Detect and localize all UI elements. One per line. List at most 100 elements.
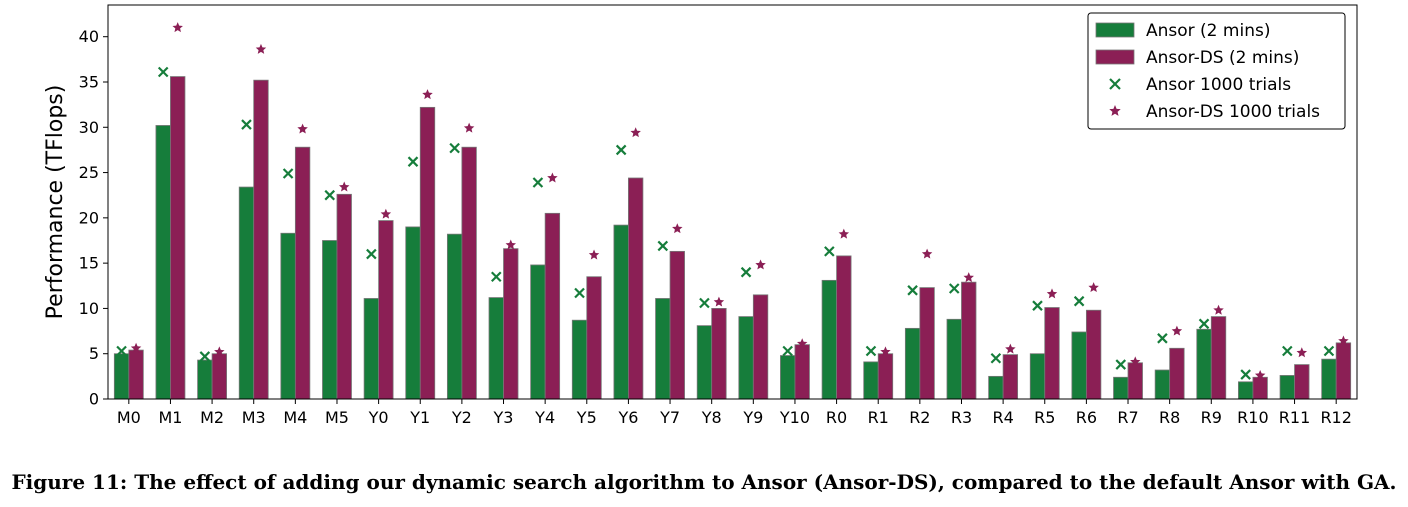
legend-box — [1087, 12, 1346, 130]
ansor-ds-1000-marker-y4 — [547, 172, 558, 183]
x-tick-label-m4: M4 — [283, 408, 307, 427]
ansor-bar-y4 — [530, 264, 546, 400]
ansor-ds-bar-y0 — [378, 220, 394, 400]
ansor-ds-bar-y6 — [628, 177, 644, 400]
x-tick-label-r4: R4 — [992, 408, 1013, 427]
ansor-ds-1000-marker-m2 — [214, 346, 225, 357]
ansor-bar-r7 — [1113, 376, 1129, 400]
x-tick-label-r3: R3 — [951, 408, 972, 427]
x-tick-label-y0: Y0 — [368, 408, 389, 427]
x-tick-label-r0: R0 — [826, 408, 847, 427]
ansor-ds-1000-marker-r11 — [1296, 347, 1308, 358]
ansor-bar-y3 — [488, 297, 504, 400]
ansor-bar-m0 — [113, 353, 130, 400]
ansor-ds-bar-m5 — [336, 193, 352, 400]
ansor-ds-bar-y5 — [586, 276, 602, 400]
ansor-bar-r1 — [863, 361, 879, 400]
x-tick-label-m5: M5 — [325, 408, 349, 427]
legend-item-2: Ansor 1000 trials — [1109, 75, 1291, 95]
ansor-1000-marker-r6 — [1073, 295, 1085, 307]
ansor-bar-m3 — [238, 186, 255, 400]
ansor-1000-marker-r5 — [1032, 300, 1043, 311]
ansor-ds-1000-marker-y1 — [422, 89, 433, 100]
ansor-1000-marker-r8 — [1157, 333, 1168, 344]
ansor-1000-marker-y7 — [657, 240, 669, 252]
markers-layer — [116, 22, 1349, 380]
ansor-ds-1000-marker-y10 — [796, 338, 808, 349]
ansor-ds-1000-marker-r5 — [1046, 288, 1058, 299]
ansor-bar-y9 — [738, 316, 754, 400]
ansor-1000-marker-y2 — [449, 142, 460, 154]
ansor-ds-bar-y4 — [544, 212, 561, 400]
y-axis: 0 5 10 15 20 25 30 35 40 — [79, 27, 108, 409]
ansor-ds-1000-marker-r3 — [963, 272, 974, 283]
ansor-bar-r5 — [1029, 353, 1046, 400]
ansor-ds-bar-r8 — [1169, 347, 1185, 400]
x-tick-label-y9: Y9 — [742, 408, 763, 427]
ansor-bar-r9 — [1196, 328, 1212, 400]
x-axis: M0 M1 M2 M3 M4 M5 Y0 Y1 Y2 Y3 Y4 Y5 Y6 Y7 Y8 Y9 Y10 R0 R1 R… — [117, 399, 1352, 427]
ansor-ds-1000-marker-y7 — [672, 223, 683, 234]
y-axis-title: Performance (TFlops) — [43, 85, 68, 320]
ansor-ds-1000-marker-m3 — [255, 43, 267, 54]
ansor-ds-1000-marker-y0 — [380, 208, 392, 219]
y-tick-label: 35 — [79, 72, 99, 91]
ansor-ds-bar-r10 — [1252, 376, 1268, 400]
legend-item-3: Ansor-DS 1000 trials — [1109, 102, 1320, 122]
figure-caption: Figure 11: The effect of adding our dyna… — [11, 470, 1397, 494]
ansor-1000-marker-m1 — [157, 66, 169, 78]
y-tick-label: 25 — [79, 163, 99, 182]
ansor-ds-1000-marker-m5 — [339, 181, 350, 192]
ansor-ds-bar-m2 — [211, 353, 227, 400]
y-tick-label: 5 — [89, 344, 99, 363]
ansor-ds-bar-y10 — [794, 344, 810, 400]
ansor-1000-marker-r2 — [907, 285, 918, 296]
ansor-ds-bar-r7 — [1127, 362, 1143, 400]
x-tick-label-r10: R10 — [1237, 408, 1268, 427]
plot-frame — [107, 4, 1358, 400]
legend-label: Ansor 1000 trials — [1146, 75, 1291, 95]
ansor-ds-bar-m1 — [170, 76, 186, 400]
ansor-bar-r10 — [1238, 381, 1254, 400]
ansor-ds-1000-marker-y3 — [505, 239, 516, 250]
ansor-ds-bar-y7 — [669, 250, 685, 400]
ansor-ds-1000-marker-r4 — [1005, 343, 1016, 354]
y-tick-label: 40 — [79, 27, 99, 46]
x-tick-label-y2: Y2 — [451, 408, 472, 427]
ansor-1000-marker-y6 — [615, 144, 627, 156]
ansor-ds-1000-marker-r9 — [1213, 304, 1224, 315]
ansor-ds-1000-marker-y6 — [630, 127, 641, 138]
ansor-1000-marker-y10 — [782, 345, 793, 357]
ansor-ds-1000-marker-y2 — [463, 122, 475, 133]
ansor-ds-1000-marker-y9 — [755, 259, 766, 270]
legend-label: Ansor (2 mins) — [1146, 21, 1270, 41]
ansor-1000-marker-r9 — [1198, 318, 1210, 330]
x-tick-label-r7: R7 — [1117, 408, 1138, 427]
ansor-ds-bar-y3 — [503, 248, 519, 400]
ansor-1000-marker-r1 — [865, 345, 877, 357]
ansor-ds-bar-r6 — [1085, 309, 1102, 400]
x-tick-label-r8: R8 — [1159, 408, 1180, 427]
ansor-bar-y6 — [613, 224, 629, 400]
ansor-1000-marker-y1 — [407, 156, 419, 167]
ansor-1000-marker-r12 — [1323, 345, 1335, 357]
x-tick-label-r1: R1 — [868, 408, 889, 427]
ansor-ds-1000-marker-r6 — [1088, 282, 1099, 293]
ansor-1000-marker-m2 — [199, 351, 211, 362]
ansor-ds-1000-marker-m4 — [297, 123, 308, 134]
ansor-ds-bar-r11 — [1294, 364, 1310, 400]
x-tick-label-m1: M1 — [158, 408, 182, 427]
x-tick-label-y7: Y7 — [659, 408, 680, 427]
ansor-ds-bar-r4 — [1002, 354, 1019, 400]
ansor-ds-1000-marker-r7 — [1130, 356, 1141, 367]
ansor-bar-y2 — [446, 233, 463, 400]
y-tick-label: 15 — [79, 254, 99, 273]
ansor-ds-bar-r0 — [836, 255, 852, 400]
y-tick-label: 0 — [89, 390, 99, 409]
ansor-bar-m4 — [280, 232, 296, 400]
x-tick-label-y6: Y6 — [617, 408, 638, 427]
ansor-bar-r6 — [1071, 331, 1087, 400]
ansor-ds-bar-r3 — [961, 281, 977, 400]
x-tick-label-r9: R9 — [1201, 408, 1222, 427]
ansor-1000-marker-r11 — [1282, 345, 1293, 357]
